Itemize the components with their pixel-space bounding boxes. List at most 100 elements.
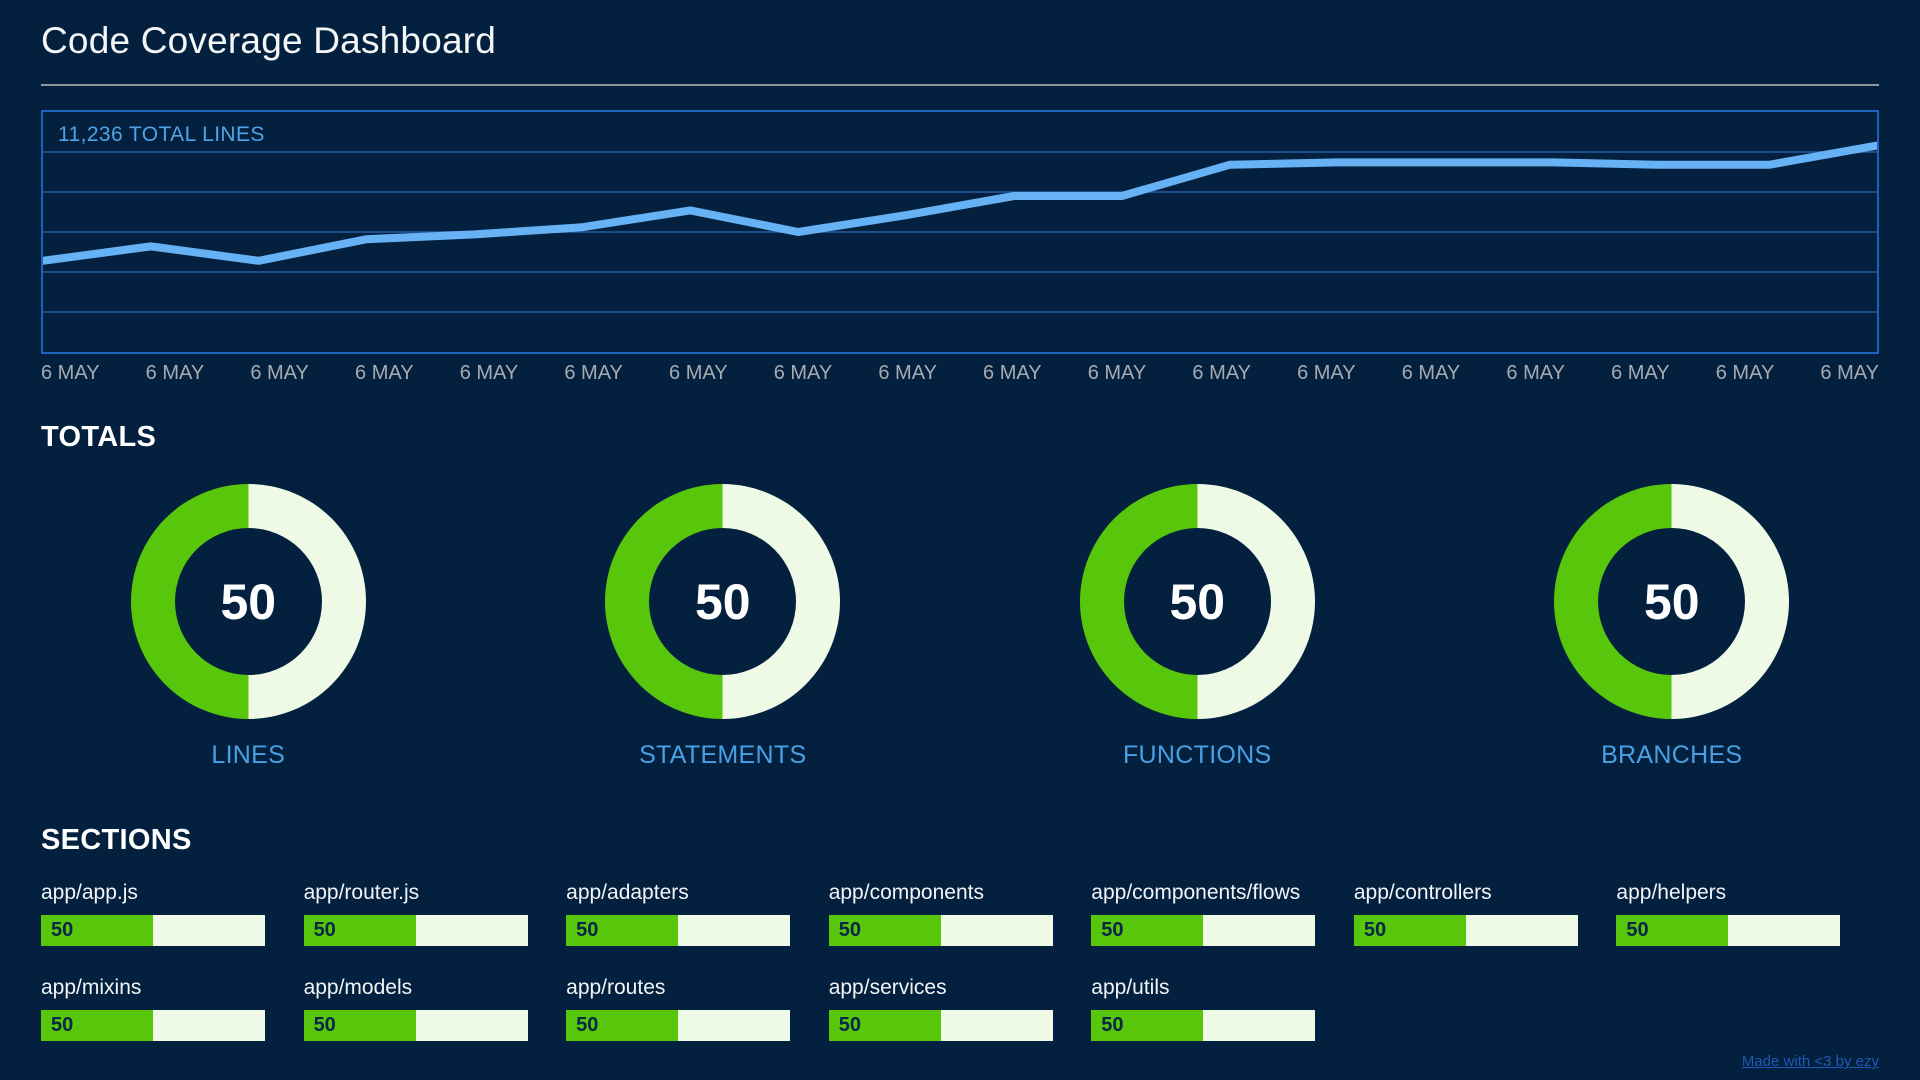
donut-value: 50	[1169, 573, 1226, 630]
x-axis-tick: 6 MAY	[983, 362, 1042, 384]
coverage-bar: 50	[303, 1010, 528, 1041]
donut-hole: 50	[1123, 528, 1271, 675]
donut-hole: 50	[649, 528, 797, 675]
section-label: app/services	[828, 976, 947, 999]
coverage-bar: 50	[303, 915, 528, 946]
coverage-bar-fill: 50	[828, 1010, 941, 1041]
coverage-bar-value: 50	[313, 919, 336, 941]
coverage-bar: 50	[1091, 915, 1316, 946]
donut-hole: 50	[1598, 528, 1746, 675]
coverage-bar: 50	[566, 1010, 791, 1041]
line-chart-svg	[43, 141, 1877, 313]
donut-label: LINES	[211, 741, 286, 769]
donut-value: 50	[220, 573, 277, 630]
coverage-bar: 50	[41, 915, 265, 946]
coverage-bar-value: 50	[1626, 919, 1649, 941]
x-axis-tick: 6 MAY	[1297, 362, 1356, 384]
donut-ring: 50	[1554, 484, 1790, 719]
coverage-bar-fill: 50	[1353, 915, 1466, 946]
coverage-bar-fill: 50	[1091, 915, 1204, 946]
total-donut-lines: 50 LINES	[11, 484, 486, 770]
section-item-app-mixins: app/mixins 50	[41, 976, 304, 1041]
section-item-app-services: app/services 50	[828, 976, 1092, 1041]
section-item-app-router-js: app/router.js 50	[303, 881, 567, 946]
sections-grid: app/app.js 50 app/router.js 50 app/adapters 5…	[41, 881, 1879, 1041]
x-axis-labels-row: 6 MAY 6 MAY 6 MAY 6 MAY 6 MAY 6 MAY 6 MAY 6 MAY…	[41, 362, 1879, 385]
section-item-app-models: app/models 50	[303, 976, 567, 1041]
chart-title-label: 11,236 TOTAL LINES	[58, 123, 265, 146]
coverage-bar-fill: 50	[303, 1010, 416, 1041]
coverage-bar-fill: 50	[566, 1010, 679, 1041]
donut-label: FUNCTIONS	[1122, 741, 1272, 769]
x-axis-tick: 6 MAY	[773, 362, 833, 384]
section-label: app/app.js	[41, 881, 138, 904]
x-axis-tick: 6 MAY	[1087, 362, 1147, 384]
coverage-bar-value: 50	[51, 1014, 74, 1036]
coverage-bar-value: 50	[838, 919, 861, 941]
coverage-bar-value: 50	[838, 1014, 861, 1036]
sections-heading: SECTIONS	[41, 824, 192, 856]
coverage-bar-fill: 50	[1616, 915, 1729, 946]
donut-hole: 50	[174, 528, 322, 675]
section-label: app/router.js	[303, 881, 420, 904]
donut-ring: 50	[130, 484, 366, 719]
section-item-app-utils: app/utils 50	[1091, 976, 1354, 1041]
coverage-bar: 50	[1616, 915, 1841, 946]
page-title: Code Coverage Dashboard	[41, 20, 497, 61]
footer: Made with <3 by ezy	[41, 1053, 1879, 1070]
total-lines-chart-panel: 11,236 TOTAL LINES	[41, 110, 1879, 354]
coverage-bar: 50	[1353, 915, 1578, 946]
x-axis-tick: 6 MAY	[355, 362, 414, 384]
x-axis-tick: 6 MAY	[250, 362, 309, 384]
x-axis-tick: 6 MAY	[1611, 362, 1670, 384]
section-item-app-components: app/components 50	[828, 881, 1092, 946]
x-axis-tick: 6 MAY	[145, 362, 205, 384]
header-divider	[41, 84, 1879, 86]
coverage-bar: 50	[828, 1010, 1053, 1041]
section-item-app-helpers: app/helpers 50	[1616, 881, 1879, 946]
x-axis-tick: 6 MAY	[41, 362, 100, 384]
x-axis-tick: 6 MAY	[564, 362, 623, 384]
coverage-bar-fill: 50	[303, 915, 416, 946]
x-axis-tick: 6 MAY	[1401, 362, 1461, 384]
donut-ring: 50	[605, 484, 841, 719]
section-label: app/models	[303, 976, 413, 999]
coverage-bar-fill: 50	[828, 915, 941, 946]
coverage-bar-value: 50	[1101, 1014, 1124, 1036]
section-label: app/mixins	[41, 976, 142, 999]
section-label: app/helpers	[1616, 881, 1727, 904]
total-lines-series	[43, 141, 1877, 265]
section-item-app-app-js: app/app.js 50	[41, 881, 304, 946]
coverage-bar-value: 50	[51, 919, 74, 941]
section-item-app-controllers: app/controllers 50	[1353, 881, 1617, 946]
x-axis-tick: 6 MAY	[878, 362, 937, 384]
donut-value: 50	[694, 573, 751, 630]
coverage-bar-value: 50	[1363, 919, 1387, 941]
x-axis-tick: 6 MAY	[669, 362, 728, 384]
total-donut-functions: 50 FUNCTIONS	[960, 484, 1435, 770]
coverage-bar: 50	[41, 1010, 265, 1041]
x-axis-tick: 6 MAY	[459, 362, 519, 384]
coverage-bar-fill: 50	[41, 1010, 153, 1041]
total-donut-branches: 50 BRANCHES	[1435, 484, 1910, 770]
coverage-bar-value: 50	[576, 919, 599, 941]
coverage-bar-fill: 50	[566, 915, 679, 946]
donut-label: BRANCHES	[1601, 741, 1743, 769]
coverage-bar-value: 50	[1101, 919, 1124, 941]
donut-label: STATEMENTS	[639, 741, 807, 769]
section-item-app-adapters: app/adapters 50	[566, 881, 829, 946]
section-item-app-components-flows: app/components/flows 50	[1091, 881, 1354, 946]
credit-link[interactable]: Made with <3 by ezy	[1741, 1053, 1879, 1070]
section-label: app/components	[828, 881, 984, 904]
coverage-bar-value: 50	[313, 1014, 336, 1036]
coverage-bar: 50	[566, 915, 791, 946]
section-label: app/adapters	[566, 881, 689, 904]
totals-heading: TOTALS	[41, 421, 157, 453]
coverage-bar-fill: 50	[41, 915, 153, 946]
section-label: app/components/flows	[1091, 881, 1301, 904]
x-axis-tick: 6 MAY	[1715, 362, 1775, 384]
totals-donut-row: 50 LINES 50 STATEMENTS 50 FUNCTIONS 50 BRANCHES	[11, 484, 1909, 770]
coverage-bar-value: 50	[576, 1014, 599, 1036]
coverage-bar: 50	[828, 915, 1053, 946]
donut-value: 50	[1643, 573, 1700, 630]
